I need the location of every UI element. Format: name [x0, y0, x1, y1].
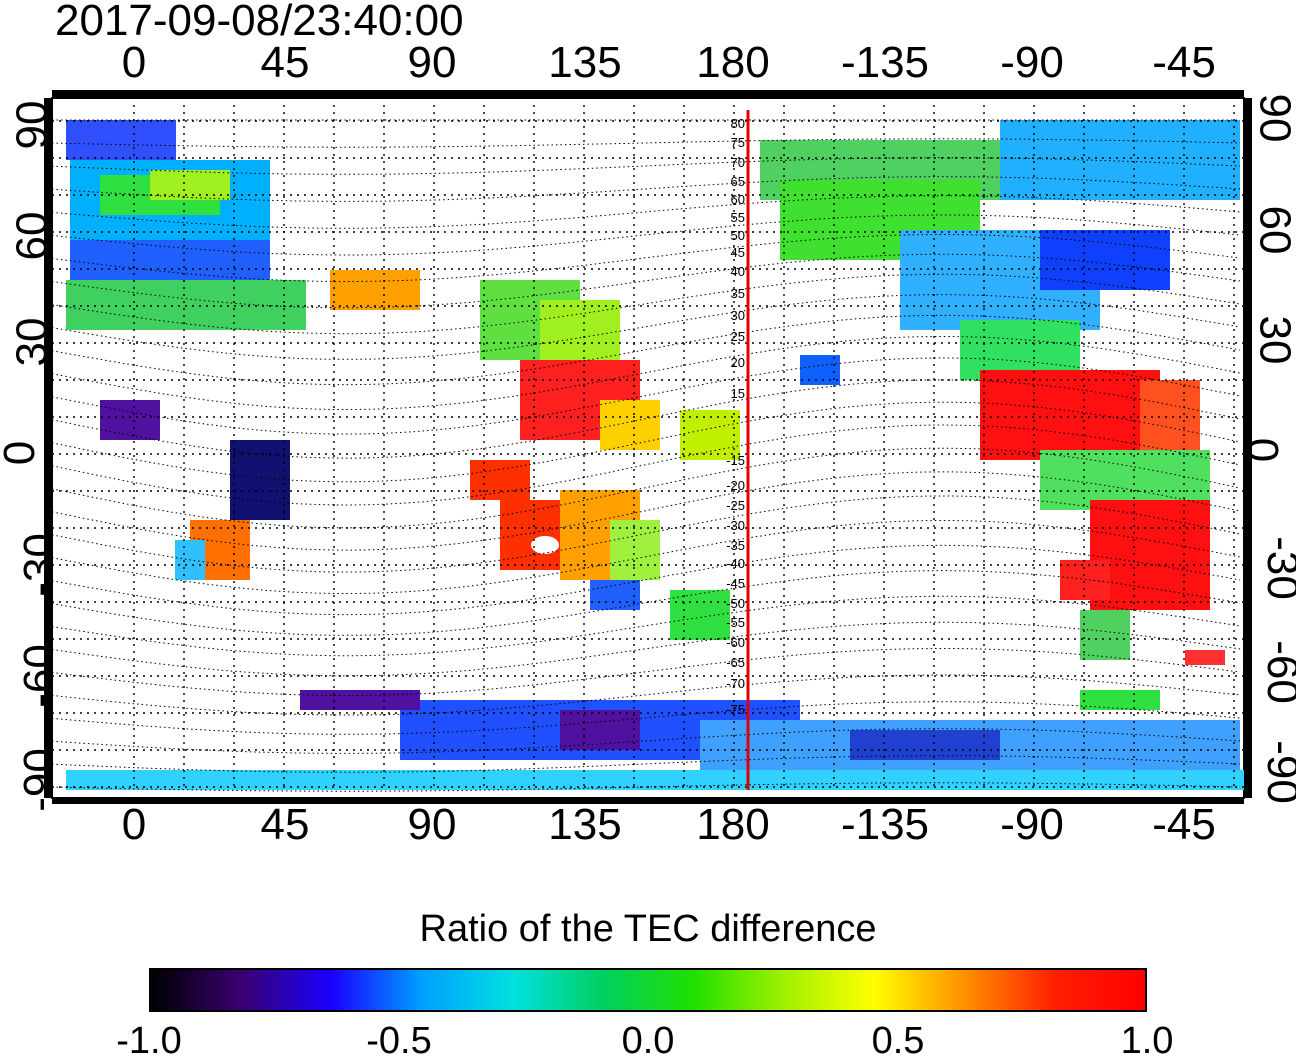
lon-label-top-45: 45	[260, 38, 310, 87]
magnetic-latitude-label: 75	[731, 135, 745, 150]
lon-label-bottom-m90: -90	[1000, 800, 1064, 849]
magnetic-latitude-label: 30	[731, 308, 745, 323]
colorbar-title: Ratio of the TEC difference	[419, 908, 877, 950]
magnetic-contour	[51, 401, 1241, 483]
lon-label-bottom-0: 0	[121, 800, 147, 849]
magnetic-latitude-label: -45	[726, 576, 745, 591]
magnetic-contour	[51, 520, 1241, 594]
magnetic-latitude-contours	[51, 119, 1241, 792]
lon-label-top-m90: -90	[1000, 38, 1064, 87]
magnetic-contour	[51, 273, 1241, 335]
magnetic-latitude-label: 60	[731, 192, 745, 207]
magnetic-latitude-label: -70	[726, 676, 745, 691]
colorbar-tick-0: 0.0	[621, 1020, 675, 1062]
magnetic-contour	[51, 755, 1241, 773]
magnetic-contour	[51, 253, 1241, 309]
magnetic-latitude-label: 45	[731, 245, 745, 260]
magnetic-contour	[51, 621, 1241, 677]
colorbar	[149, 968, 1147, 1012]
colorbar-tick-05: 0.5	[871, 1020, 925, 1062]
magnetic-contour	[51, 701, 1241, 735]
graticule	[52, 105, 1244, 790]
magnetic-contour	[51, 424, 1241, 506]
map-right-bar	[1244, 98, 1252, 798]
lon-label-bottom-45: 45	[260, 800, 310, 849]
magnetic-contour	[51, 234, 1241, 282]
magnetic-contour	[51, 176, 1241, 202]
lon-label-top-0: 0	[121, 38, 147, 87]
lon-label-top-135: 135	[548, 38, 622, 87]
magnetic-contour	[51, 138, 1241, 148]
lon-label-bottom-90: 90	[407, 800, 457, 849]
magnetic-latitude-label: 15	[731, 386, 745, 401]
magnetic-latitude-label: -30	[726, 518, 745, 533]
colorbar-tick-m1: -1.0	[116, 1020, 182, 1062]
magnetic-contour	[51, 782, 1241, 792]
magnetic-latitude-label: 65	[731, 174, 745, 189]
magnetic-contour	[51, 157, 1241, 175]
magnetic-latitude-label: 20	[731, 355, 745, 370]
magnetic-latitude-label: -35	[726, 538, 745, 553]
magnetic-latitude-label: -50	[726, 596, 745, 611]
magnetic-latitude-label: 25	[731, 329, 745, 344]
colorbar-tick-1: 1.0	[1120, 1020, 1174, 1062]
lon-label-top-m135: -135	[840, 38, 930, 87]
magnetic-latitude-label: -60	[726, 635, 745, 650]
magnetic-contour	[51, 674, 1241, 716]
magnetic-contour	[51, 648, 1241, 696]
magnetic-contour	[51, 447, 1241, 529]
magnetic-contour	[51, 495, 1241, 573]
magnetic-contour	[51, 195, 1241, 229]
magnetic-contour	[51, 544, 1241, 616]
magnetic-contour	[51, 357, 1241, 435]
magnetic-contour	[51, 595, 1241, 657]
magnetic-latitude-label: -65	[726, 655, 745, 670]
magnetic-contour	[51, 728, 1241, 754]
magnetic-latitude-label: -40	[726, 556, 745, 571]
magnetic-latitude-label: 55	[731, 210, 745, 225]
lon-label-bottom-m135: -135	[840, 800, 930, 849]
magnetic-contour	[51, 471, 1241, 551]
magnetic-latitude-label: 70	[731, 155, 745, 170]
lon-label-bottom-135: 135	[548, 800, 622, 849]
lon-label-bottom-m45: -45	[1152, 800, 1216, 849]
magnetic-contour	[51, 336, 1241, 410]
lon-label-top-m45: -45	[1152, 38, 1216, 87]
colorbar-tick-m05: -0.5	[366, 1020, 432, 1062]
magnetic-latitude-label: 35	[731, 286, 745, 301]
lon-label-top-90: 90	[407, 38, 457, 87]
lon-label-top-180: 180	[696, 38, 770, 87]
magnetic-latitude-label: -55	[726, 615, 745, 630]
magnetic-contour	[51, 314, 1241, 386]
magnetic-latitude-label: 50	[731, 228, 745, 243]
magnetic-latitude-labels: 80 75 70 65 60 55 50 45 40 35 30 25 20 15 -15 -20 -25 -30…	[726, 116, 745, 717]
map-top-bar	[52, 90, 1244, 98]
magnetic-latitude-label: -20	[726, 478, 745, 493]
lon-label-bottom-180: 180	[696, 800, 770, 849]
magnetic-latitude-label: 80	[731, 116, 745, 131]
magnetic-latitude-label: -75	[726, 702, 745, 717]
magnetic-latitude-label: -15	[726, 453, 745, 468]
map-bottom-bar	[52, 798, 1244, 804]
map-left-bar	[44, 98, 52, 798]
magnetic-contour	[51, 379, 1241, 459]
magnetic-latitude-label: -25	[726, 498, 745, 513]
timestamp-title: 2017-09-08/23:40:00	[55, 0, 464, 45]
magnetic-contour	[51, 214, 1241, 256]
magnetic-latitude-label: 40	[731, 264, 745, 279]
